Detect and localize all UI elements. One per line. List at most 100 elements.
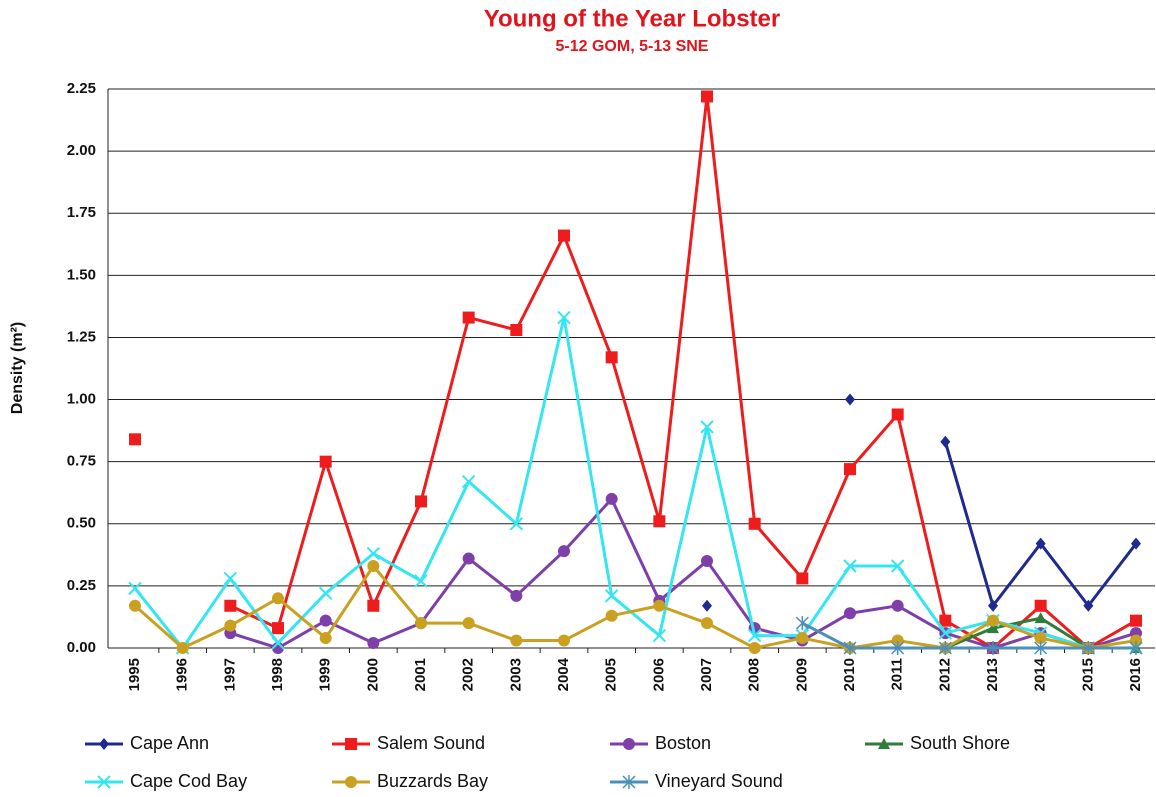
x-tick-label: 2016 [1127,658,1144,691]
data-point [700,420,714,434]
data-point [701,90,713,103]
x-tick-label: 2006 [650,658,667,691]
data-point [176,642,189,654]
chart-subtitle: 5-12 GOM, 5-13 SNE [556,38,709,55]
series-line [134,564,1137,650]
data-point [224,599,237,612]
data-point [938,626,953,640]
data-point [510,634,523,647]
data-point [1130,614,1142,627]
data-point [558,229,570,242]
data-point [986,641,1000,655]
x-tick-label: 2005 [603,658,620,691]
data-point [1083,599,1094,612]
data-point [844,607,856,620]
legend-label: Vineyard Sound [655,771,783,791]
data-point [1081,641,1095,655]
x-tick-label: 1996 [174,658,191,691]
x-tick-label: 2010 [841,658,858,691]
data-point [510,589,523,602]
y-tick-label: 1.25 [67,328,96,345]
x-tick-label: 2012 [936,658,953,691]
data-point [701,617,713,630]
data-point [605,492,618,505]
data-point [367,637,380,650]
x-tick-label: 2001 [412,658,429,691]
data-point [415,617,427,630]
data-point [891,641,905,655]
y-tick-label: 2.25 [67,80,96,97]
y-axis-label: Density (m²) [9,322,26,414]
legend-label: Boston [655,733,711,753]
data-point [558,634,570,647]
x-tick-label: 2002 [460,658,477,691]
data-point [843,559,857,573]
data-point [605,351,618,364]
data-point [938,641,952,655]
x-tick-label: 1998 [269,658,286,691]
data-point [1129,641,1143,655]
y-tick-label: 0.75 [67,453,96,470]
data-point [1131,537,1141,550]
data-point [1130,634,1142,647]
series-line [229,497,1137,650]
data-point [940,435,951,448]
data-point [653,599,666,612]
data-point [747,628,762,643]
x-tick-label: 1999 [317,658,334,691]
legend-marker [345,776,357,788]
y-tick-label: 1.00 [67,391,96,408]
series-line [801,621,1136,650]
data-point [558,545,570,558]
legend-label: Salem Sound [377,733,485,753]
data-point [224,619,237,632]
legend-marker [99,738,109,750]
legend-label: South Shore [910,733,1010,753]
data-point [462,617,475,630]
y-tick-label: 0.50 [67,515,96,532]
x-tick-label: 2015 [1079,658,1096,691]
data-point [318,586,333,601]
data-point [1034,641,1048,655]
data-point [891,408,904,421]
data-point [653,515,666,528]
data-point [891,599,904,612]
data-point [271,636,285,650]
data-point [367,599,380,612]
data-point [891,634,904,647]
data-point [557,310,571,325]
legend-label: Buzzards Bay [377,771,488,791]
data-point [605,609,618,622]
data-point [652,628,667,643]
data-point [1035,537,1046,550]
data-point [748,642,761,654]
data-point [844,463,856,476]
y-tick-label: 1.50 [67,266,96,283]
x-tick-label: 2004 [555,657,572,691]
data-point [128,581,142,596]
data-point [1034,612,1047,624]
legend-label: Cape Cod Bay [130,771,247,791]
data-point [843,641,857,655]
data-point [795,616,809,631]
data-point [272,622,284,635]
x-tick-label: 1997 [221,658,238,691]
x-tick-label: 2009 [793,658,810,691]
y-tick-label: 2.00 [67,142,96,159]
data-point [366,546,381,561]
data-point [414,574,428,588]
data-point [604,589,619,603]
data-point [415,495,427,508]
x-tick-label: 2007 [698,658,715,691]
data-point [939,614,952,627]
legend-marker [878,738,890,749]
series-line [229,94,1137,650]
legend-marker [622,775,636,789]
x-tick-label: 2014 [1032,657,1049,691]
data-point [129,433,141,446]
x-tick-label: 1995 [126,658,143,691]
data-point [845,393,855,406]
y-tick-label: 0.00 [67,639,96,656]
data-point [796,632,809,645]
